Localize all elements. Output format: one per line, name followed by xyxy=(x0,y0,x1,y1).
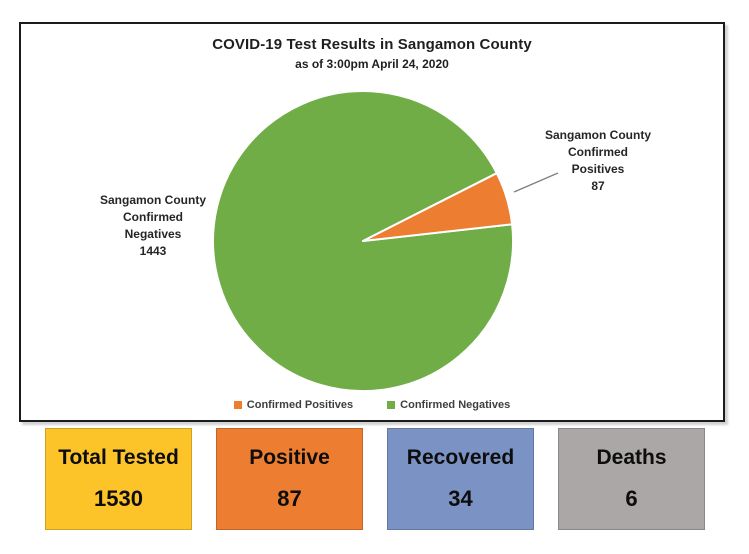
legend-swatch-positives xyxy=(233,401,242,409)
legend-item-positives: Confirmed Positives xyxy=(233,399,354,411)
stat-card-label: Positive xyxy=(249,445,330,469)
callout-line: Positives xyxy=(571,162,625,176)
stat-card-value: 87 xyxy=(277,486,302,512)
callout-line: Sangamon County xyxy=(544,128,651,142)
stat-card-deaths: Deaths 6 xyxy=(558,428,705,530)
stat-card-recovered: Recovered 34 xyxy=(387,428,534,530)
legend-label: Confirmed Positives xyxy=(246,399,354,411)
stat-card-total-tested: Total Tested 1530 xyxy=(45,428,192,530)
chart-title: COVID-19 Test Results in Sangamon County xyxy=(212,36,532,53)
callout-line: Negatives xyxy=(124,227,182,241)
callout-positives: Sangamon County Confirmed Positives 87 xyxy=(513,127,683,195)
pie-slice-positives xyxy=(362,172,514,242)
callout-line: Confirmed xyxy=(568,145,628,159)
callout-line: Confirmed xyxy=(123,210,183,224)
callout-line: Sangamon County xyxy=(99,193,206,207)
chart-panel: COVID-19 Test Results in Sangamon County… xyxy=(19,22,725,422)
callout-leader-line xyxy=(513,172,559,193)
legend-item-negatives: Confirmed Negatives xyxy=(387,399,510,411)
stat-cards-row: Total Tested 1530 Positive 87 Recovered … xyxy=(0,428,749,530)
callout-negatives: Sangamon County Confirmed Negatives 1443 xyxy=(68,192,238,260)
chart-subtitle: as of 3:00pm April 24, 2020 xyxy=(295,57,449,71)
legend-label: Confirmed Negatives xyxy=(400,399,511,411)
stat-card-value: 34 xyxy=(448,486,473,512)
stat-card-label: Recovered xyxy=(406,445,515,469)
pie-chart xyxy=(212,90,559,393)
callout-value: 87 xyxy=(591,179,605,193)
stat-card-label: Total Tested xyxy=(58,445,179,469)
stat-card-value: 6 xyxy=(625,486,638,512)
stat-card-positive: Positive 87 xyxy=(216,428,363,530)
chart-legend: Confirmed Positives Confirmed Negatives xyxy=(21,399,723,411)
callout-value: 1443 xyxy=(139,244,167,258)
stat-card-label: Deaths xyxy=(596,445,667,469)
stat-card-value: 1530 xyxy=(94,486,143,512)
legend-swatch-negatives xyxy=(387,401,396,409)
